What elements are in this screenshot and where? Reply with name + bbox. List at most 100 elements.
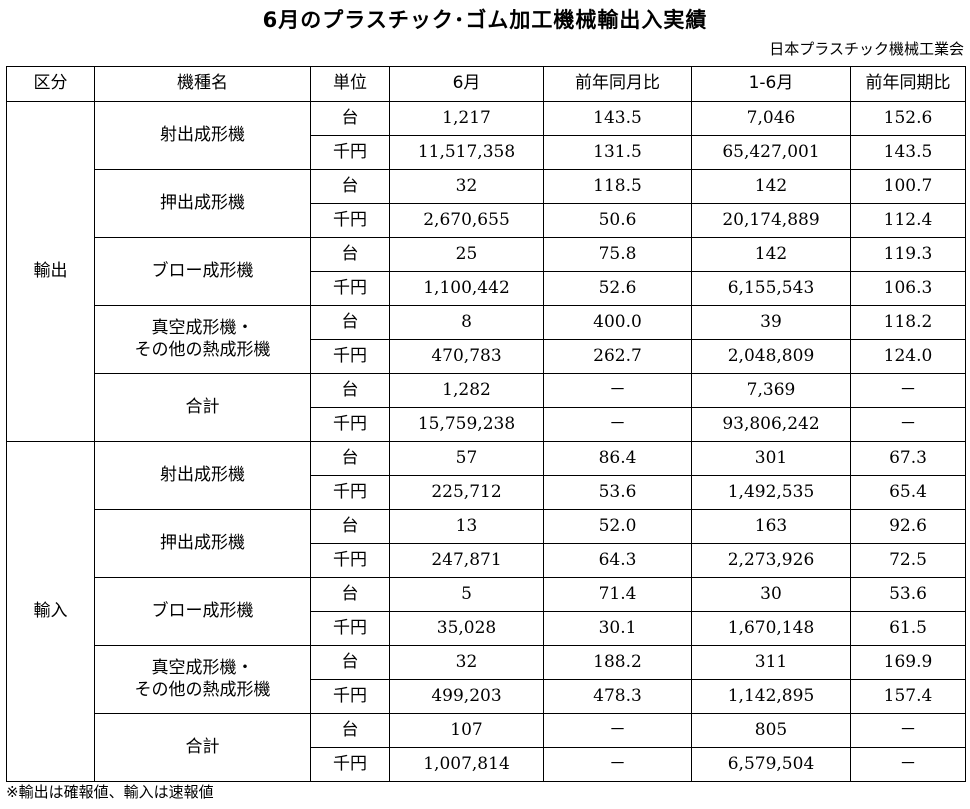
month-value: 107 xyxy=(389,713,544,748)
machine-name-line: ブロー成形機 xyxy=(151,260,254,281)
yoy-period-value: 100.7 xyxy=(850,169,966,204)
ytd-value: 1,670,148 xyxy=(691,611,851,646)
machine-name-line: ブロー成形機 xyxy=(151,600,254,621)
header-machine-type: 機種名 xyxy=(94,66,311,102)
ytd-value: 1,492,535 xyxy=(691,475,851,510)
table-row: 千円 11,517,358 131.5 65,427,001 143.5 xyxy=(7,135,966,170)
header-month: 6月 xyxy=(389,66,544,102)
month-value: 1,100,442 xyxy=(389,271,544,306)
ytd-value: 6,579,504 xyxy=(691,747,851,782)
ytd-value: 65,427,001 xyxy=(691,135,851,170)
yoy-period-value: 53.6 xyxy=(850,577,966,612)
yoy-month-value: 52.6 xyxy=(543,271,692,306)
ytd-value: 142 xyxy=(691,237,851,272)
table-row: 千円 15,759,238 － 93,806,242 － xyxy=(7,407,966,442)
ytd-value: 2,048,809 xyxy=(691,339,851,374)
month-value: 1,282 xyxy=(389,373,544,408)
ytd-value: 805 xyxy=(691,713,851,748)
ytd-value: 39 xyxy=(691,305,851,340)
yoy-period-value: － xyxy=(850,713,966,748)
table-row: 押出成形機 台 13 52.0 163 92.6 xyxy=(7,509,966,578)
header-unit: 単位 xyxy=(310,66,390,102)
yoy-month-value: 143.5 xyxy=(543,101,692,136)
unit-cell: 千円 xyxy=(310,407,390,442)
unit-cell: 千円 xyxy=(310,271,390,306)
yoy-period-value: 143.5 xyxy=(850,135,966,170)
table-row: 千円 1,100,442 52.6 6,155,543 106.3 xyxy=(7,271,966,306)
machine-name-line: その他の熱成形機 xyxy=(134,339,271,360)
unit-cell: 台 xyxy=(310,509,390,544)
yoy-month-value: － xyxy=(543,747,692,782)
machine-name-line: 押出成形機 xyxy=(160,532,245,553)
header-row: 区分 機種名 単位 6月 前年同月比 1-6月 前年同期比 xyxy=(6,66,966,102)
yoy-period-value: － xyxy=(850,747,966,782)
unit-cell: 台 xyxy=(310,577,390,612)
table-row: ブロー成形機 台 25 75.8 142 119.3 xyxy=(7,237,966,306)
page-title: 6月のプラスチック･ゴム加工機械輸出入実績 xyxy=(262,8,708,32)
table-row: 真空成形機・ その他の熱成形機台 8 400.0 39 118.2 xyxy=(7,305,966,374)
table-row: 千円 1,007,814 － 6,579,504 － xyxy=(7,747,966,782)
yoy-period-value: 118.2 xyxy=(850,305,966,340)
yoy-period-value: 157.4 xyxy=(850,679,966,714)
table-row: 千円 470,783 262.7 2,048,809 124.0 xyxy=(7,339,966,374)
yoy-month-value: 86.4 xyxy=(543,441,692,476)
month-value: 13 xyxy=(389,509,544,544)
machine-name: 合計 xyxy=(94,373,311,442)
yoy-month-value: 262.7 xyxy=(543,339,692,374)
month-value: 11,517,358 xyxy=(389,135,544,170)
yoy-period-value: － xyxy=(850,373,966,408)
yoy-period-value: 169.9 xyxy=(850,645,966,680)
trade-table: 区分 機種名 単位 6月 前年同月比 1-6月 前年同期比 輸出 射出成形機台 1,… xyxy=(6,66,966,782)
ytd-value: 20,174,889 xyxy=(691,203,851,238)
yoy-month-value: 52.0 xyxy=(543,509,692,544)
table-row: 真空成形機・ その他の熱成形機台 32 188.2 311 169.9 xyxy=(7,645,966,714)
yoy-period-value: 65.4 xyxy=(850,475,966,510)
unit-cell: 台 xyxy=(310,373,390,408)
unit-cell: 台 xyxy=(310,169,390,204)
yoy-period-value: 124.0 xyxy=(850,339,966,374)
month-value: 32 xyxy=(389,645,544,680)
month-value: 35,028 xyxy=(389,611,544,646)
machine-name: 押出成形機 xyxy=(94,509,311,578)
machine-name-line: その他の熱成形機 xyxy=(134,679,271,700)
yoy-month-value: － xyxy=(543,373,692,408)
yoy-month-value: 30.1 xyxy=(543,611,692,646)
ytd-value: 6,155,543 xyxy=(691,271,851,306)
ytd-value: 7,046 xyxy=(691,101,851,136)
header-yoy-period: 前年同期比 xyxy=(850,66,966,102)
unit-cell: 千円 xyxy=(310,747,390,782)
machine-name: ブロー成形機 xyxy=(94,237,311,306)
unit-cell: 台 xyxy=(310,645,390,680)
month-value: 225,712 xyxy=(389,475,544,510)
ytd-value: 7,369 xyxy=(691,373,851,408)
month-value: 1,217 xyxy=(389,101,544,136)
table-row: 合計台 1,282 － 7,369 － xyxy=(7,373,966,442)
yoy-period-value: － xyxy=(850,407,966,442)
section-label: 輸出 xyxy=(6,101,95,442)
month-value: 32 xyxy=(389,169,544,204)
machine-name: 押出成形機 xyxy=(94,169,311,238)
table-row: 輸入 射出成形機台 57 86.4 301 67.3 xyxy=(6,441,966,782)
month-value: 470,783 xyxy=(389,339,544,374)
yoy-period-value: 92.6 xyxy=(850,509,966,544)
ytd-value: 301 xyxy=(691,441,851,476)
yoy-period-value: 61.5 xyxy=(850,611,966,646)
ytd-value: 30 xyxy=(691,577,851,612)
yoy-period-value: 119.3 xyxy=(850,237,966,272)
yoy-month-value: 478.3 xyxy=(543,679,692,714)
yoy-period-value: 72.5 xyxy=(850,543,966,578)
yoy-period-value: 67.3 xyxy=(850,441,966,476)
yoy-month-value: 188.2 xyxy=(543,645,692,680)
unit-cell: 千円 xyxy=(310,203,390,238)
section-label: 輸入 xyxy=(6,441,95,782)
yoy-month-value: 118.5 xyxy=(543,169,692,204)
month-value: 2,670,655 xyxy=(389,203,544,238)
machine-name: 合計 xyxy=(94,713,311,782)
yoy-month-value: 131.5 xyxy=(543,135,692,170)
header-ytd: 1-6月 xyxy=(691,66,851,102)
month-value: 8 xyxy=(389,305,544,340)
table-row: ブロー成形機 台 5 71.4 30 53.6 xyxy=(7,577,966,646)
month-value: 57 xyxy=(389,441,544,476)
footnote: ※輸出は確報値、輸入は速報値 xyxy=(6,783,214,801)
ytd-value: 142 xyxy=(691,169,851,204)
